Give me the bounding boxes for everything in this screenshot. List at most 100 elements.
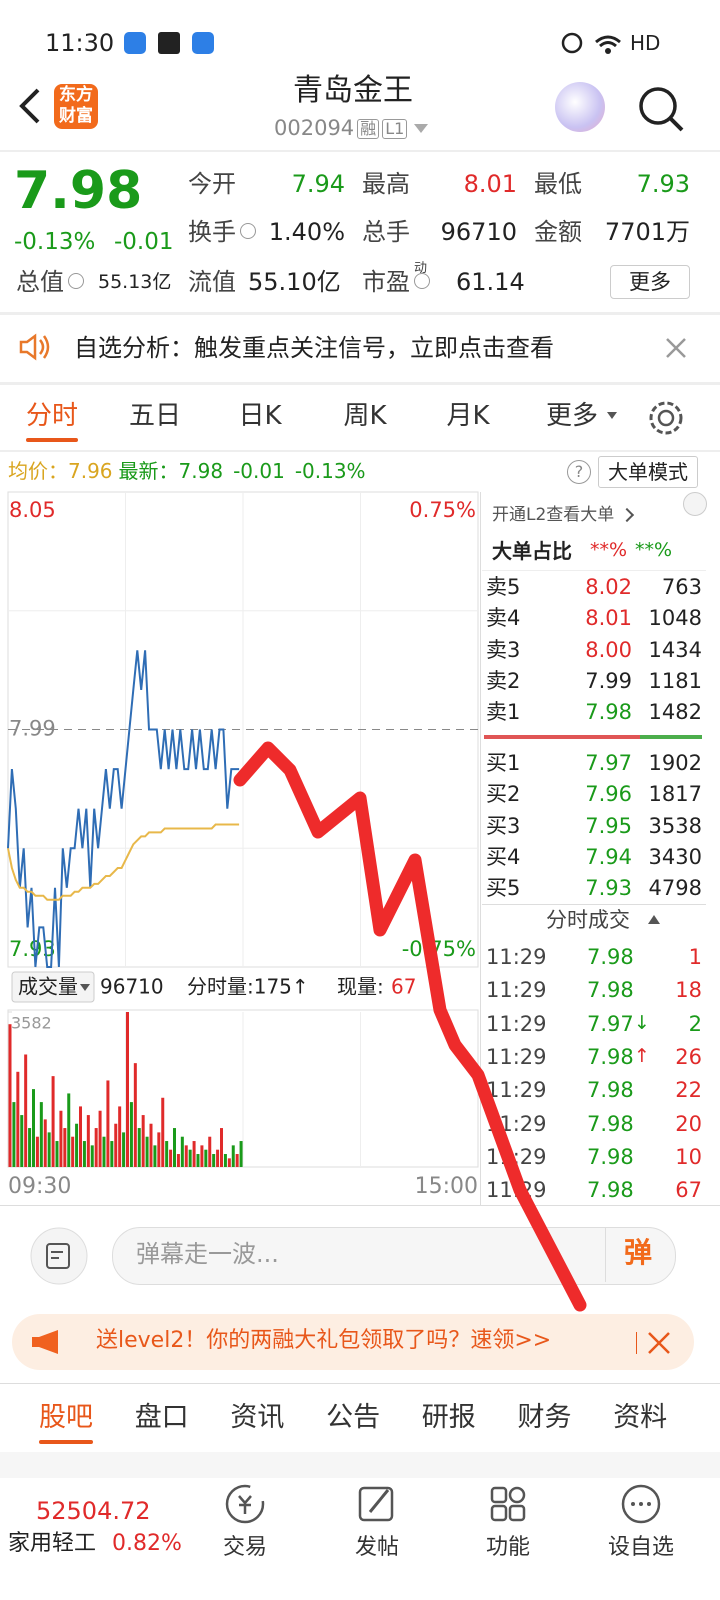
trade-time: 11:29 <box>486 1011 547 1036</box>
back-button[interactable] <box>14 86 44 126</box>
tab[interactable]: 分时 <box>25 401 78 431</box>
close-button[interactable] <box>683 492 707 516</box>
trade-time: 11:29 <box>486 945 547 969</box>
banner-close[interactable] <box>646 1330 672 1356</box>
volume-bar <box>126 1012 129 1167</box>
megaphone-icon <box>32 1330 58 1354</box>
dropdown-icon[interactable] <box>414 124 429 133</box>
trade-volume: 20 <box>675 1111 702 1136</box>
status-time: 11:30 <box>45 29 115 57</box>
volume-bar <box>32 1089 35 1167</box>
book-label: 卖4 <box>486 606 521 631</box>
time-label: 15:00 <box>415 1174 478 1199</box>
period-volume: 分时量:175↑ <box>187 975 309 999</box>
section-tab[interactable]: 资料 <box>613 1402 668 1433</box>
stat-label: 金额 <box>534 218 582 246</box>
trade-price: 7.98 <box>587 1178 634 1203</box>
more-button[interactable]: 更多 <box>610 265 690 299</box>
volume-bar <box>137 1128 141 1167</box>
robot-icon[interactable] <box>555 82 605 132</box>
tab[interactable]: 月K <box>446 401 490 431</box>
volume-bar <box>20 1115 24 1167</box>
volume-bar <box>55 1141 59 1167</box>
volume-bar <box>220 1128 223 1167</box>
index-value: 52504.72 <box>36 1497 151 1525</box>
volume-bar <box>59 1110 63 1167</box>
trade-arrow: ↑ <box>634 1044 650 1067</box>
volume-bar <box>102 1136 106 1167</box>
nav-item[interactable]: 功能 <box>485 1535 530 1560</box>
stat-label: 换手 <box>188 218 236 246</box>
section-tab[interactable]: 公告 <box>326 1402 381 1433</box>
volume-bar <box>47 1132 51 1167</box>
book-volume: 1434 <box>648 637 702 662</box>
volume-bar <box>82 1141 86 1167</box>
volume-bar <box>110 1141 114 1167</box>
volume-selector[interactable] <box>11 971 95 1003</box>
search-button[interactable] <box>636 84 686 134</box>
book-price: 7.98 <box>585 700 632 725</box>
speaker-icon <box>19 333 50 361</box>
tab[interactable]: 五日 <box>128 401 181 431</box>
volume-bar <box>63 1128 67 1167</box>
book-volume: 1048 <box>648 606 702 631</box>
trade-volume: 2 <box>688 1011 702 1036</box>
nav-item[interactable]: 发帖 <box>354 1535 399 1560</box>
book-volume: 1902 <box>648 751 702 775</box>
stat-label: 总值 <box>16 268 64 296</box>
volume-bar <box>86 1115 90 1167</box>
panel-border <box>480 492 481 1205</box>
book-price: 8.00 <box>585 637 632 662</box>
stock-name: 青岛金王 <box>293 73 413 108</box>
volume-bar <box>133 1063 137 1167</box>
tab[interactable]: 日K <box>238 401 282 431</box>
ratio-buy: **% <box>590 539 628 561</box>
trade-price: 7.98 <box>587 1111 634 1136</box>
separator <box>636 1332 637 1354</box>
book-price: 7.96 <box>585 782 632 807</box>
volume-bar <box>227 1158 231 1167</box>
stat-label: 最高 <box>362 170 410 198</box>
comment-list-button[interactable] <box>30 1227 88 1285</box>
divider <box>482 570 706 571</box>
tab[interactable]: 周K <box>343 401 387 431</box>
volume-bar <box>204 1149 208 1167</box>
volume-bar <box>196 1154 200 1167</box>
ratio-label: 大单占比 <box>492 539 572 563</box>
volume-bar <box>231 1145 235 1167</box>
section-tab[interactable]: 资讯 <box>230 1402 285 1433</box>
banner[interactable] <box>12 1314 694 1370</box>
section-tab[interactable]: 研报 <box>421 1402 476 1433</box>
index-change: 0.82% <box>112 1531 182 1556</box>
trade-volume: 26 <box>675 1044 702 1069</box>
book-price: 7.97 <box>585 751 632 775</box>
tab[interactable]: 更多 <box>545 401 598 431</box>
info-icon <box>68 273 84 289</box>
notice-text[interactable]: 自选分析：触发重点关注信号，立即点击查看 <box>74 334 554 362</box>
danmaku-button[interactable]: 弹 <box>624 1236 653 1269</box>
help-button[interactable]: ? <box>567 460 591 484</box>
trade-time: 11:29 <box>486 1178 547 1203</box>
volume-bar <box>165 1141 169 1167</box>
trade-price: 7.97 <box>587 1011 634 1036</box>
volume-bar <box>28 1128 32 1167</box>
volume-bar <box>141 1115 145 1167</box>
nav-item[interactable]: 设自选 <box>607 1535 674 1560</box>
change-pct: -0.13% <box>14 229 96 255</box>
tag: L1 <box>382 118 408 139</box>
section-tab[interactable]: 盘口 <box>134 1402 189 1433</box>
close-button[interactable] <box>664 336 688 360</box>
l2-link[interactable]: 开通L2查看大单 <box>492 505 615 525</box>
mode-button[interactable]: 大单模式 <box>598 456 698 488</box>
stat-label: 今开 <box>188 170 236 198</box>
volume-bar <box>114 1123 118 1167</box>
book-label: 卖2 <box>486 668 521 693</box>
section-tab[interactable]: 股吧 <box>39 1402 93 1433</box>
volume-bar <box>216 1149 220 1167</box>
section-tab[interactable]: 财务 <box>517 1402 572 1433</box>
settings-button[interactable] <box>646 398 686 438</box>
nav-item[interactable]: 交易 <box>222 1535 267 1560</box>
volume-bar <box>35 1136 39 1167</box>
price-line <box>7 650 240 968</box>
volume-bar <box>16 1071 20 1167</box>
